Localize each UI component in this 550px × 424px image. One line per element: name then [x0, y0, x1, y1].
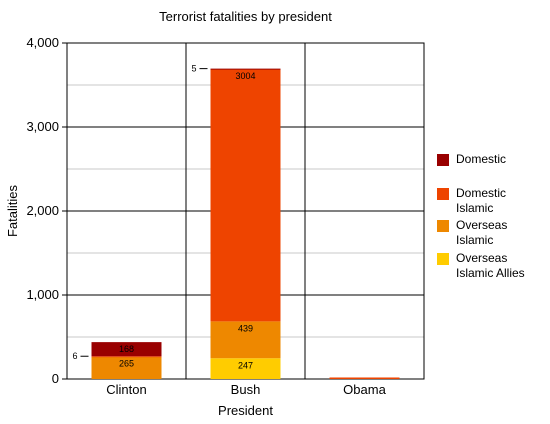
x-tick-label: Bush: [231, 382, 261, 397]
x-axis-title: President: [218, 403, 273, 418]
y-tick-label: 1,000: [26, 287, 59, 302]
bar-segment: [91, 356, 162, 358]
y-tick-label: 0: [52, 371, 59, 386]
y-axis-title: Fatalities: [5, 184, 20, 237]
bar-segment: [210, 358, 281, 379]
legend-label: Overseas Islamic Allies: [456, 251, 525, 280]
y-tick-label: 3,000: [26, 119, 59, 134]
x-tick-label: Clinton: [106, 382, 146, 397]
bar-segment: [91, 342, 162, 357]
data-label: 168: [119, 344, 134, 354]
data-label: 247: [238, 360, 253, 370]
legend-label: Domestic: [456, 152, 507, 166]
bar-segment: [329, 377, 400, 379]
legend-swatch: [437, 154, 449, 166]
bar-segment: [210, 69, 281, 322]
y-tick-label: 2,000: [26, 203, 59, 218]
chart-title: Terrorist fatalities by president: [159, 9, 332, 24]
bar-segment: [91, 356, 162, 379]
legend-item: Overseas Islamic Allies: [437, 251, 544, 281]
data-label: 5: [191, 64, 196, 74]
y-tick-label: 4,000: [26, 35, 59, 50]
legend-swatch: [437, 220, 449, 232]
legend-label: Overseas Islamic: [456, 218, 508, 247]
bar-segment: [210, 68, 281, 70]
legend-label: Domestic Islamic: [456, 186, 507, 215]
data-label: 265: [119, 359, 134, 369]
data-label: 439: [238, 323, 253, 333]
legend-swatch: [437, 253, 449, 265]
legend-swatch: [437, 188, 449, 200]
legend-item: Overseas Islamic: [437, 218, 544, 248]
x-tick-label: Obama: [343, 382, 386, 397]
data-label: 3004: [235, 71, 255, 81]
data-label: 6: [72, 351, 77, 361]
legend-item: Domestic: [437, 152, 544, 167]
legend-item: Domestic Islamic: [437, 186, 544, 216]
bar-segment: [210, 321, 281, 359]
